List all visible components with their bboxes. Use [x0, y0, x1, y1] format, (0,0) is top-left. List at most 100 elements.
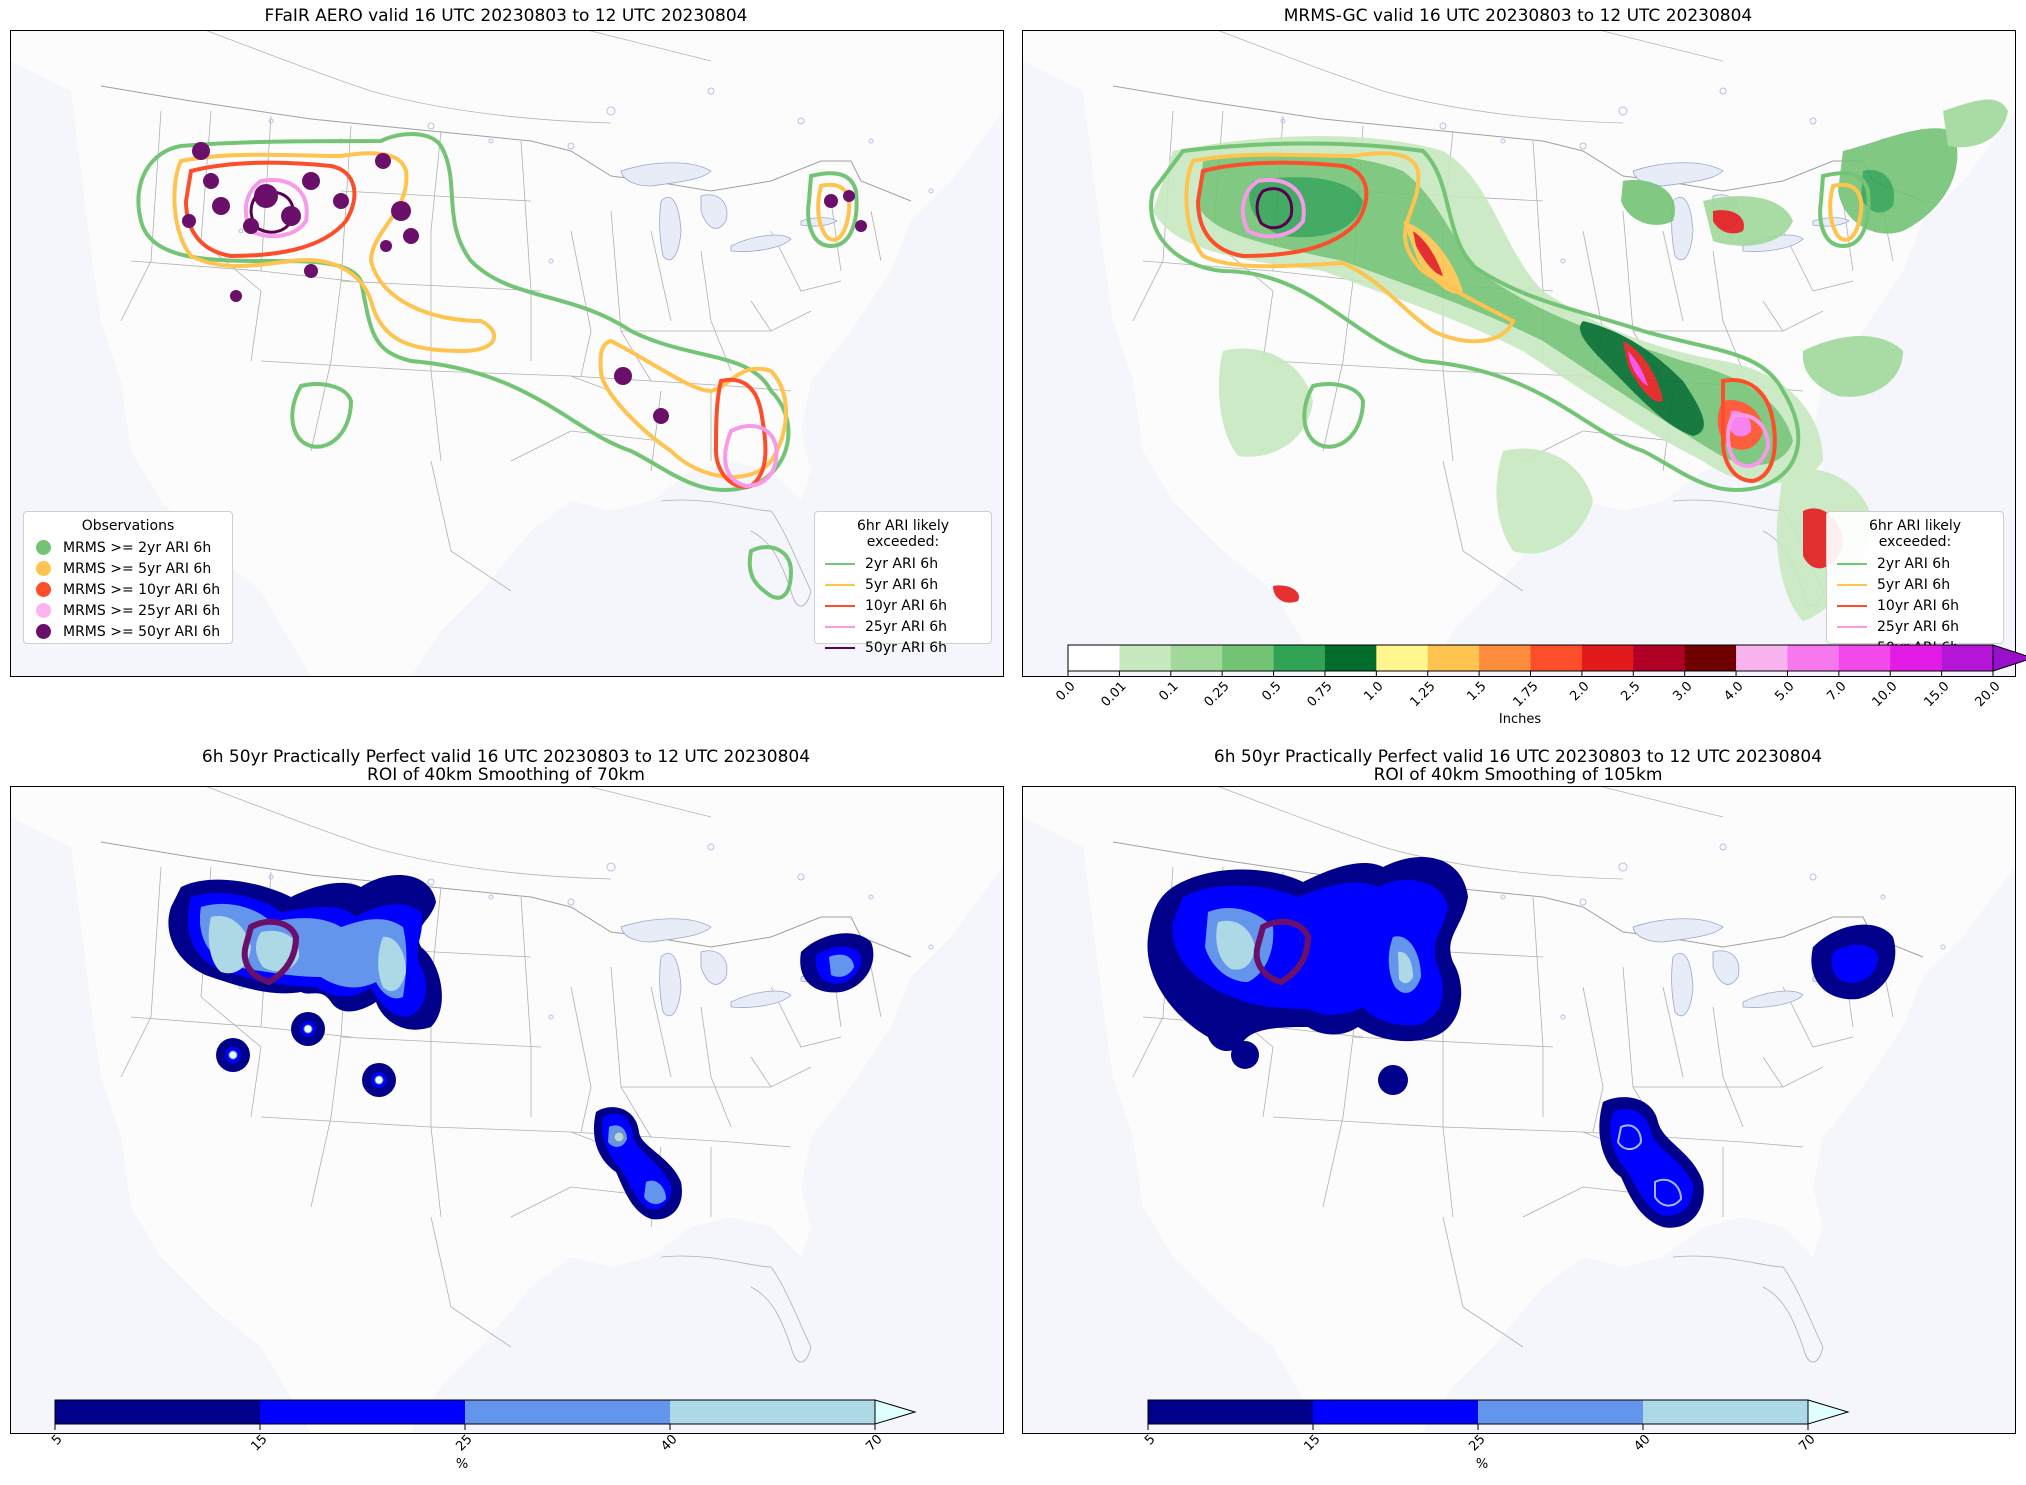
- outlook-5yr-southeast: [598, 338, 788, 479]
- map-ffair-aero: Observations MRMS >= 2yr ARI 6h MRMS >= …: [10, 30, 1004, 677]
- outlook-2yr-florida: [747, 545, 794, 600]
- colorbar-inches-tick-label: 0.1: [1156, 679, 1182, 705]
- observations-legend: Observations MRMS >= 2yr ARI 6h MRMS >= …: [23, 511, 233, 644]
- panel-title-pp-105km: 6h 50yr Practically Perfect valid 16 UTC…: [1022, 748, 2014, 784]
- line-marker-icon: [825, 625, 855, 628]
- outlook-50yr-north: [249, 190, 295, 234]
- outlook-2yr-sw-mrms: [1302, 382, 1366, 449]
- map-pp-105km: [1022, 786, 2016, 1434]
- colorbar-percent-right-tick-label: 5: [1142, 1432, 1159, 1449]
- colorbar-inches-bin: [1119, 645, 1172, 671]
- colorbar-inches-bin: [1581, 645, 1634, 671]
- circle-marker-icon: [36, 603, 51, 618]
- colorbar-inches-bin: [1838, 645, 1891, 671]
- legend-row-obs-10yr: MRMS >= 10yr ARI 6h: [34, 579, 222, 600]
- colorbar-percent-right-svg: [1147, 1399, 1850, 1430]
- panel-title-line1: 6h 50yr Practically Perfect valid 16 UTC…: [1213, 747, 1823, 767]
- colorbar-inches-bin: [1273, 645, 1326, 671]
- colorbar-inches-tick-label: 15.0: [1921, 679, 1953, 711]
- colorbar-percent-left-tick-label: 15: [248, 1432, 271, 1455]
- colorbar-inches: [1067, 644, 2026, 677]
- colorbar-percent-left-svg: [54, 1399, 917, 1430]
- colorbar-inches-bin: [1890, 645, 1943, 671]
- colorbar-inches-bin: [1427, 645, 1480, 671]
- colorbar-percent-right-tick-label: 70: [1796, 1432, 1819, 1455]
- outlook-10yr-north: [183, 160, 357, 259]
- colorbar-percent-left-bin: [670, 1400, 876, 1424]
- line-marker-icon: [1837, 604, 1867, 607]
- colorbar-inches-tick-label: 0.0: [1053, 679, 1079, 705]
- colorbar-inches-svg: [1067, 644, 2026, 677]
- outlook-25yr-se-mrms: [1726, 413, 1771, 468]
- legend-row-ari-25yr: 25yr ARI 6h: [825, 616, 981, 637]
- colorbar-inches-bin: [1068, 645, 1120, 671]
- colorbar-inches-tick-label: 1.0: [1361, 679, 1387, 705]
- colorbar-percent-right: [1147, 1399, 1850, 1430]
- outlook-5yr-northeast: [816, 182, 852, 242]
- colorbar-inches-bin: [1941, 645, 1994, 671]
- outlook-5yr-north: [172, 151, 497, 354]
- legend-row-ari-2yr: 2yr ARI 6h: [825, 553, 981, 574]
- line-marker-icon: [825, 583, 855, 586]
- outlook-10yr-se-mrms: [1721, 378, 1777, 484]
- outlook-50yr-mrms: [1255, 187, 1294, 230]
- colorbar-inches-bin: [1479, 645, 1531, 671]
- legend-row-ari-2yr: 2yr ARI 6h: [1837, 553, 1993, 574]
- line-marker-icon: [1837, 583, 1867, 586]
- panel-title-pp-70km: 6h 50yr Practically Perfect valid 16 UTC…: [10, 748, 1002, 784]
- colorbar-inches-extend-arrow: [1992, 644, 2026, 672]
- colorbar-inches-bin: [1684, 645, 1737, 671]
- colorbar-inches-bin: [1787, 645, 1840, 671]
- colorbar-inches-tick-label: 10.0: [1869, 679, 1901, 711]
- line-marker-icon: [825, 562, 855, 565]
- colorbar-percent-right-bin: [1478, 1400, 1644, 1424]
- outlook-2yr-ne-mrms: [1818, 171, 1871, 249]
- colorbar-percent-left-bin: [260, 1400, 466, 1424]
- legend-row-ari-5yr: 5yr ARI 6h: [1837, 574, 1993, 595]
- legend-row-ari-5yr: 5yr ARI 6h: [825, 574, 981, 595]
- panel-title-line1: 6h 50yr Practically Perfect valid 16 UTC…: [201, 747, 811, 767]
- colorbar-inches-tick-label: 3.0: [1670, 679, 1696, 705]
- colorbar-percent-right-tick-label: 40: [1631, 1432, 1654, 1455]
- outlook-2yr-mrms: [1149, 141, 1801, 493]
- legend-row-ari-50yr: 50yr ARI 6h: [825, 637, 981, 658]
- legend-row-ari-10yr: 10yr ARI 6h: [1837, 595, 1993, 616]
- circle-marker-icon: [36, 624, 51, 639]
- colorbar-percent-right-tick-label: 15: [1301, 1432, 1324, 1455]
- colorbar-inches-tick-label: 5.0: [1772, 679, 1799, 705]
- panel-title-mrms: MRMS-GC valid 16 UTC 20230803 to 12 UTC …: [1283, 6, 1753, 26]
- line-marker-icon: [1837, 562, 1867, 565]
- ari-legend-title: 6hr ARI likely exceeded:: [856, 518, 950, 550]
- colorbar-inches-tick-label: 4.0: [1721, 679, 1747, 705]
- probability-field-70km: [168, 875, 874, 1220]
- ari-legend-top-right: 6hr ARI likely exceeded: 2yr ARI 6h 5yr …: [1826, 511, 2004, 656]
- mrms-map-svg: [1023, 31, 2015, 676]
- line-marker-icon: [825, 604, 855, 607]
- outlook-25yr-north: [243, 178, 309, 239]
- colorbar-percent-left-bin: [55, 1400, 261, 1424]
- line-marker-icon: [1837, 625, 1867, 628]
- outlook-25yr-mrms: [1240, 178, 1306, 239]
- outlook-5yr-ne-mrms: [1828, 182, 1864, 242]
- colorbar-inches-tick-label: 7.0: [1824, 679, 1850, 705]
- colorbar-inches-tick-label: 0.25: [1201, 679, 1233, 711]
- outlook-2yr-northeast: [806, 171, 859, 249]
- legend-row-obs-5yr: MRMS >= 5yr ARI 6h: [34, 558, 222, 579]
- colorbar-inches-tick-label: 1.25: [1407, 679, 1439, 711]
- colorbar-inches-tick-label: 0.5: [1258, 679, 1285, 705]
- legend-row-obs-2yr: MRMS >= 2yr ARI 6h: [34, 537, 222, 558]
- legend-row-obs-25yr: MRMS >= 25yr ARI 6h: [34, 600, 222, 621]
- colorbar-inches-bin: [1376, 645, 1429, 671]
- legend-row-ari-10yr: 10yr ARI 6h: [825, 595, 981, 616]
- outlook-10yr-mrms: [1195, 160, 1369, 259]
- legend-row-ari-25yr: 25yr ARI 6h: [1837, 616, 1993, 637]
- colorbar-inches-bin: [1530, 645, 1583, 671]
- colorbar-inches-bin: [1736, 645, 1788, 671]
- colorbar-percent-left-extend-arrow: [874, 1399, 917, 1425]
- colorbar-percent-right-bin: [1313, 1400, 1479, 1424]
- pp70-map-svg: [11, 787, 1003, 1433]
- colorbar-percent-left: [54, 1399, 917, 1430]
- colorbar-percent-right-bin: [1148, 1400, 1314, 1424]
- colorbar-inches-tick-label: 0.75: [1304, 679, 1336, 711]
- panel-title-ffair: FFaIR AERO valid 16 UTC 20230803 to 12 U…: [264, 6, 748, 26]
